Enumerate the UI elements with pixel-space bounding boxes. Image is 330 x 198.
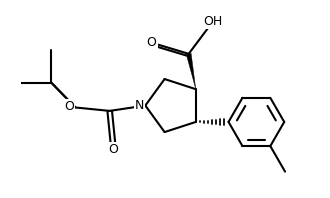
Polygon shape (186, 53, 196, 89)
Text: OH: OH (203, 15, 222, 28)
Text: O: O (109, 143, 118, 156)
Text: N: N (135, 99, 144, 112)
Text: O: O (147, 36, 157, 49)
Text: O: O (64, 100, 74, 113)
